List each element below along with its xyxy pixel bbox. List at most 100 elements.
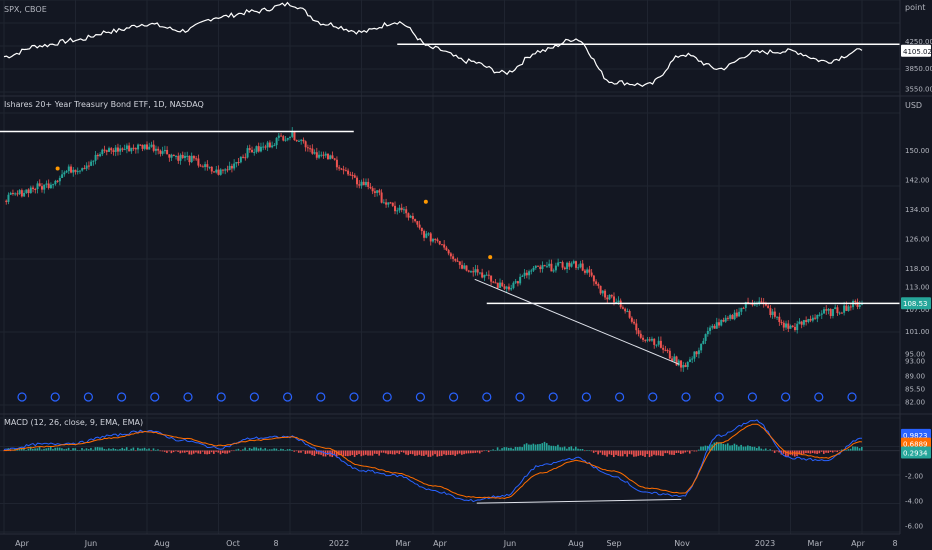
event-icon [714, 392, 724, 402]
macd-histogram-bar [838, 450, 841, 452]
macd-histogram-bar [344, 450, 347, 457]
price-pane[interactable] [0, 127, 900, 372]
candle-body [604, 290, 607, 298]
candle-body [456, 260, 459, 262]
macd-histogram-bar [378, 450, 380, 456]
macd-histogram-bar [561, 447, 564, 451]
candle-body [199, 165, 202, 167]
macd-histogram-bar [163, 450, 166, 452]
price-last-value-box [901, 297, 931, 310]
macd-histogram-bar [440, 450, 443, 456]
macd-histogram-bar [266, 449, 269, 451]
candle-body [523, 272, 526, 276]
candle-body [782, 322, 785, 328]
candle-body [575, 261, 577, 268]
macd-histogram-bar [170, 450, 173, 454]
macd-histogram-bar [297, 450, 300, 453]
candle-body [411, 215, 414, 220]
macd-histogram-bar [861, 446, 863, 451]
candle-body [798, 321, 801, 324]
macd-histogram-bar [157, 449, 159, 451]
macd-histogram-bar [369, 450, 372, 456]
macd-histogram-bar [70, 450, 72, 451]
candle-body [402, 209, 405, 211]
candle-body [724, 317, 727, 322]
event-icon [548, 392, 558, 402]
candle-body [293, 131, 296, 141]
candle-body [742, 307, 745, 309]
candle-body [534, 265, 537, 268]
macd-histogram-bar [608, 450, 611, 455]
macd-histogram-bar [601, 450, 604, 455]
event-icon [116, 392, 127, 402]
macd-histogram-bar [358, 450, 360, 455]
macd-histogram-bar [586, 450, 588, 451]
candle-body [496, 282, 499, 288]
macd-histogram-bar [154, 449, 157, 451]
price-tick-label: 95.00 [905, 350, 925, 358]
macd-histogram-bar [387, 450, 389, 455]
candle-body [440, 244, 443, 246]
macd-histogram-bar [423, 450, 425, 456]
macd-histogram-bar [29, 446, 32, 451]
candle-body [255, 146, 258, 153]
macd-histogram-bar [642, 450, 644, 456]
candle-body [396, 210, 399, 212]
macd-histogram-bar [293, 450, 296, 452]
macd-histogram-bar [534, 444, 537, 451]
event-markers[interactable] [17, 392, 857, 402]
macd-histogram-bar [566, 448, 568, 451]
macd-histogram-bar [552, 445, 555, 451]
macd-histogram-bar [731, 445, 734, 451]
event-icon [349, 392, 359, 402]
macd-histogram-bar [858, 448, 861, 451]
candle-body [295, 140, 298, 142]
macd-histogram-bar [398, 450, 401, 455]
macd-histogram-bar [599, 450, 602, 453]
candle-body [114, 147, 117, 152]
macd-histogram-bar [688, 450, 691, 454]
macd-histogram-bar [362, 450, 365, 456]
macd-histogram-bar [521, 447, 523, 451]
candle-body [284, 139, 287, 141]
spx-last-value: 4105.02 [903, 48, 932, 56]
macd-histogram-bar [282, 449, 284, 451]
macd-histogram-bar [137, 447, 139, 451]
macd-histogram-bar [762, 449, 765, 451]
candle-body [733, 312, 736, 320]
event-icon [17, 392, 27, 402]
macd-histogram-bar [523, 444, 526, 451]
candle-body [331, 155, 334, 159]
spx-tick-label: 3850.00 [905, 65, 932, 73]
candle-body [452, 256, 455, 259]
macd-histogram-bar [251, 448, 253, 451]
candle-body [776, 316, 779, 318]
macd-histogram-bar [816, 450, 818, 454]
macd-histogram-bar [418, 450, 421, 455]
macd-histogram-bar [483, 450, 485, 452]
macd-histogram-bar [831, 450, 834, 453]
candle-body [516, 281, 519, 284]
candle-body [128, 145, 131, 152]
candle-body [688, 359, 691, 362]
spx-pane[interactable] [3, 1, 900, 87]
candle-body [449, 253, 452, 257]
candle-body [644, 339, 647, 341]
candle-body [505, 286, 508, 289]
time-axis-label: Apr [15, 539, 30, 548]
macd-pane[interactable] [0, 419, 900, 504]
event-icon [382, 392, 392, 402]
macd-histogram-bar [563, 446, 566, 451]
candle-body [87, 165, 90, 167]
candle-body [856, 302, 859, 307]
candle-body [537, 265, 540, 267]
candle-body [653, 338, 656, 345]
candle-body [168, 154, 171, 158]
candle-body [577, 267, 580, 269]
candle-body [599, 285, 602, 294]
candle-body [691, 358, 694, 360]
candle-body [20, 190, 23, 197]
macd-histogram-bar [519, 446, 521, 451]
candle-body [391, 202, 394, 206]
